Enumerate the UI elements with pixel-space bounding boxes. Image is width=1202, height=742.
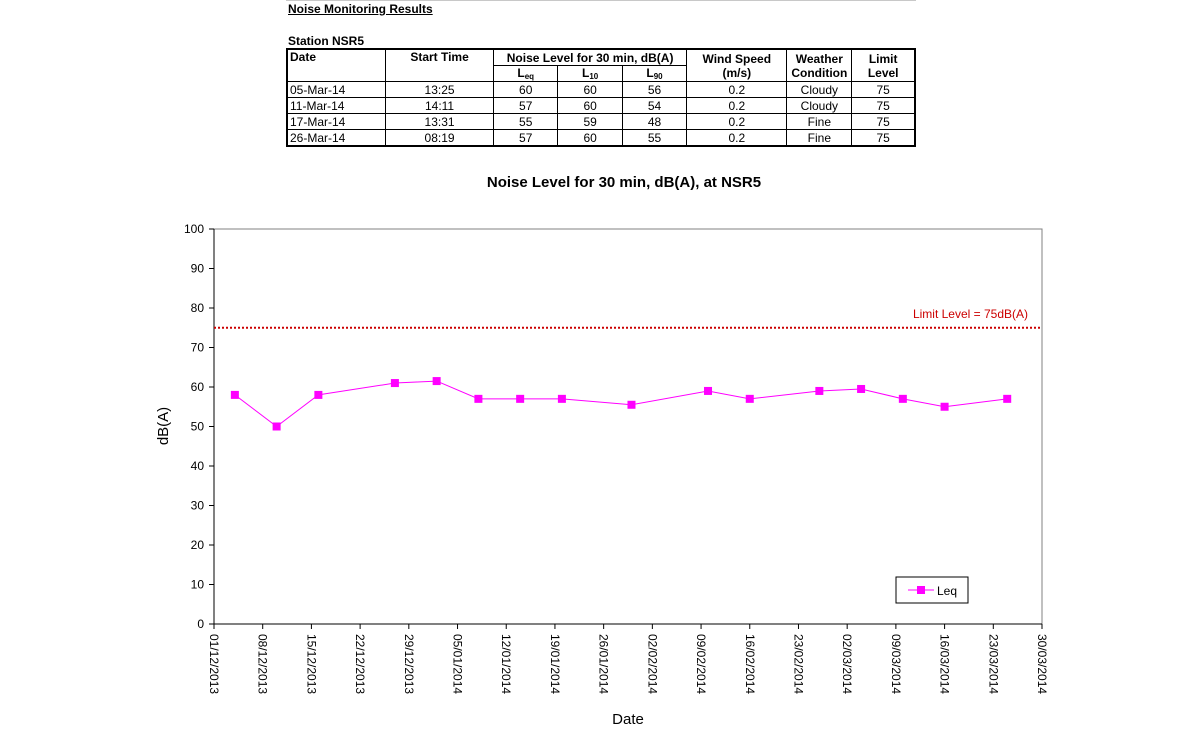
cell-date: 11-Mar-14 — [286, 97, 387, 114]
y-tick-label: 60 — [191, 380, 205, 394]
data-point-leq — [704, 386, 713, 395]
x-tick-label: 02/02/2014 — [645, 634, 659, 694]
header-leq-main: L — [517, 66, 525, 80]
plot-area — [213, 228, 1043, 625]
header-l10-sub: 10 — [589, 72, 599, 81]
x-tick-label: 29/12/2013 — [402, 634, 416, 694]
cell-limit: 75 — [851, 81, 916, 98]
y-tick-label: 70 — [191, 341, 205, 355]
data-point-leq — [516, 394, 525, 403]
x-tick-label: 01/12/2013 — [207, 634, 221, 694]
cell-weather: Fine — [786, 129, 853, 147]
header-limit-label-2: Level — [867, 65, 899, 80]
series-line-leq — [234, 380, 1008, 428]
x-tick-label: 23/03/2014 — [986, 634, 1000, 694]
legend-label-leq: Leq — [937, 584, 957, 598]
cell-wind: 0.2 — [686, 129, 788, 147]
data-point-leq — [432, 377, 441, 386]
x-tick-label: 05/01/2014 — [451, 634, 465, 694]
data-point-leq — [390, 379, 399, 388]
cell-wind: 0.2 — [686, 81, 788, 98]
header-start-time: Start Time — [385, 48, 495, 82]
x-axis-title: Date — [612, 711, 644, 728]
header-weather-label-2: Condition — [791, 65, 848, 80]
header-weather-label: Weather — [795, 51, 843, 66]
data-point-leq — [314, 390, 323, 399]
header-wind-speed: Wind Speed (m/s) — [686, 48, 788, 82]
x-tick-label: 12/01/2014 — [499, 634, 513, 694]
table-row: 26-Mar-14 08:19 57 60 55 0.2 Fine 75 — [286, 129, 916, 147]
cell-l90: 55 — [621, 129, 688, 147]
cell-weather: Fine — [786, 113, 853, 130]
cell-wind: 0.2 — [686, 113, 788, 130]
data-point-leq — [230, 390, 239, 399]
data-point-leq — [857, 384, 866, 393]
header-limit-label: Limit — [868, 51, 898, 66]
cell-leq: 60 — [493, 81, 559, 98]
y-tick-label: 30 — [191, 499, 205, 513]
x-tick-label: 09/03/2014 — [889, 634, 903, 694]
cell-weather: Cloudy — [786, 97, 853, 114]
y-tick-label: 90 — [191, 262, 205, 276]
y-axis-title: dB(A) — [155, 407, 172, 445]
limit-label: Limit Level = 75dB(A) — [913, 307, 1028, 321]
cell-date: 17-Mar-14 — [286, 113, 387, 130]
x-tick-label: 08/12/2013 — [256, 634, 270, 694]
x-tick-label: 19/01/2014 — [548, 634, 562, 694]
cell-date: 26-Mar-14 — [286, 129, 387, 147]
header-leq-sub: eq — [524, 72, 535, 81]
page-heading: Noise Monitoring Results — [288, 2, 433, 16]
y-tick-label: 40 — [191, 459, 205, 473]
results-table: Date Start Time Noise Level for 30 min, … — [286, 48, 916, 147]
cell-start-time: 13:31 — [385, 113, 495, 130]
x-tick-label: 09/02/2014 — [694, 634, 708, 694]
header-l90-main: L — [646, 66, 654, 80]
data-point-leq — [557, 394, 566, 403]
y-tick-label: 20 — [191, 538, 205, 552]
data-point-leq — [1003, 394, 1012, 403]
data-point-leq — [898, 394, 907, 403]
data-point-leq — [745, 394, 754, 403]
cell-date: 05-Mar-14 — [286, 81, 387, 98]
x-tick-label: 02/03/2014 — [840, 634, 854, 694]
x-tick-label: 26/01/2014 — [597, 634, 611, 694]
cell-limit: 75 — [851, 129, 916, 147]
cell-start-time: 08:19 — [385, 129, 495, 147]
x-tick-label: 16/02/2014 — [743, 634, 757, 694]
station-label: Station NSR5 — [288, 34, 365, 48]
data-point-leq — [815, 386, 824, 395]
cell-limit: 75 — [851, 113, 916, 130]
legend-marker-leq — [917, 586, 925, 594]
header-l10-main: L — [581, 66, 590, 80]
cell-leq: 55 — [493, 113, 559, 130]
y-tick-label: 10 — [191, 578, 205, 592]
x-tick-label: 22/12/2013 — [353, 634, 367, 694]
table-subheader-row: Leq L10 L90 — [287, 65, 915, 82]
header-rule — [286, 0, 916, 1]
data-point-leq — [940, 402, 949, 411]
table-row: 05-Mar-14 13:25 60 60 56 0.2 Cloudy 75 — [286, 81, 916, 98]
y-tick-label: 80 — [191, 301, 205, 315]
table-row: 17-Mar-14 13:31 55 59 48 0.2 Fine 75 — [286, 113, 916, 130]
data-point-leq — [474, 394, 483, 403]
cell-l10: 59 — [557, 113, 623, 130]
cell-l90: 48 — [621, 113, 688, 130]
x-tick-label: 30/03/2014 — [1035, 634, 1049, 694]
cell-l90: 56 — [621, 81, 688, 98]
chart-title: Noise Level for 30 min, dB(A), at NSR5 — [486, 174, 762, 191]
header-wind-speed-label: Wind Speed — [702, 51, 772, 66]
data-point-leq — [627, 400, 636, 409]
header-date: Date — [286, 48, 387, 82]
x-tick-label: 15/12/2013 — [304, 634, 318, 694]
y-tick-label: 0 — [197, 617, 204, 631]
x-tick-label: 16/03/2014 — [938, 634, 952, 694]
y-tick-label: 50 — [191, 420, 205, 434]
y-tick-label: 100 — [184, 222, 204, 236]
header-l90-sub: 90 — [653, 72, 663, 81]
header-wind-speed-unit: (m/s) — [722, 65, 752, 80]
data-point-leq — [272, 422, 281, 431]
table-header-row: Date Start Time Noise Level for 30 min, … — [286, 48, 916, 82]
x-tick-label: 23/02/2014 — [791, 634, 805, 694]
